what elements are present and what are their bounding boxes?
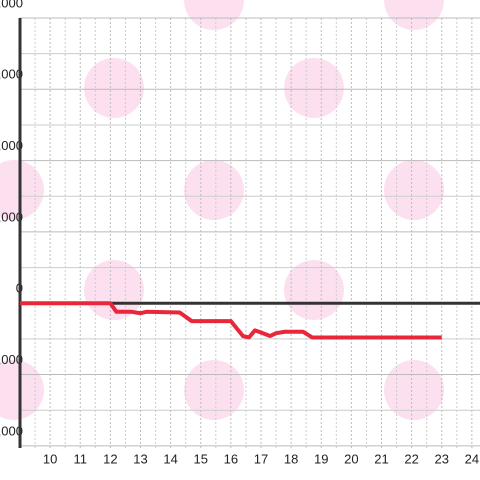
x-tick-label: 13 (133, 451, 147, 466)
x-tick-label: 24 (465, 451, 479, 466)
x-tick-label: 15 (194, 451, 208, 466)
x-tick-label: 18 (284, 451, 298, 466)
x-tick-label: 21 (374, 451, 388, 466)
x-tick-label: 22 (404, 451, 418, 466)
x-tick-label: 23 (435, 451, 449, 466)
x-tick-label: 11 (73, 451, 87, 466)
line-series (20, 301, 442, 340)
y-tick-label: -20,000 (0, 423, 23, 438)
y-tick-label: 20,000 (0, 138, 23, 153)
y-tick-label: -10,000 (0, 352, 23, 367)
y-tick-label: 10,000 (0, 209, 23, 224)
x-tick-label: 16 (224, 451, 238, 466)
x-tick-label: 19 (314, 451, 328, 466)
x-tick-label: 12 (103, 451, 117, 466)
x-tick-label: 17 (254, 451, 268, 466)
y-tick-label: 40,000 (0, 0, 23, 10)
x-tick-label: 10 (43, 451, 57, 466)
y-tick-label: 30,000 (0, 67, 23, 82)
x-tick-label: 20 (344, 451, 358, 466)
x-tick-label: 14 (163, 451, 177, 466)
